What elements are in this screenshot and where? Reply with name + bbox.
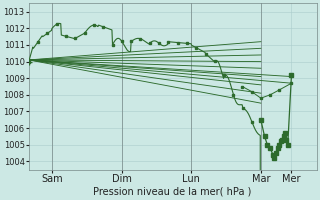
X-axis label: Pression niveau de la mer( hPa ): Pression niveau de la mer( hPa )	[93, 187, 252, 197]
